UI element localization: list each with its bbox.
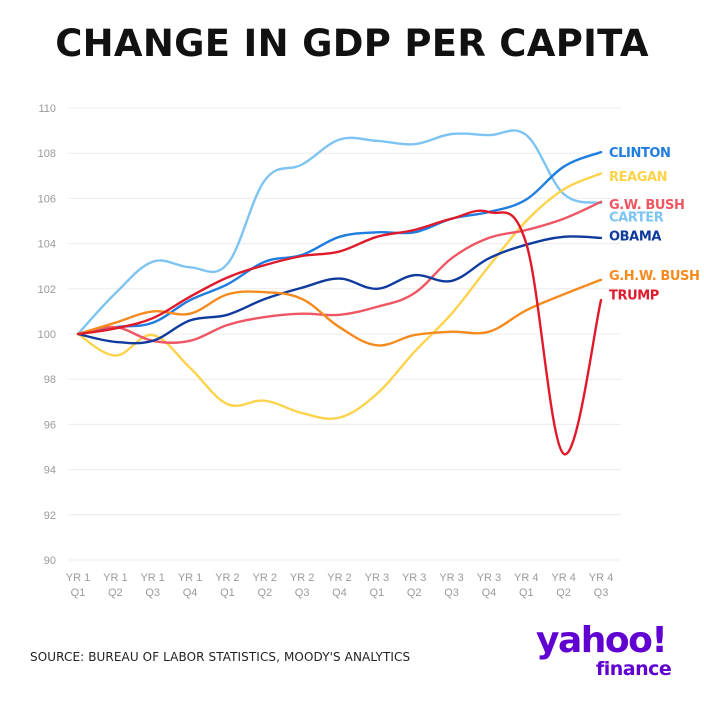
series-label-trump: TRUMP xyxy=(609,288,659,303)
x-tick-label: YR 4 Q2 xyxy=(551,572,575,599)
x-tick-label: YR 4 Q3 xyxy=(589,572,613,599)
series-label-reagan: REAGAN xyxy=(609,170,667,185)
series-label-g-w-bush: G.W. BUSH xyxy=(609,198,684,213)
x-tick-label: YR 2 Q2 xyxy=(253,572,277,599)
x-tick-label: YR 4 Q1 xyxy=(514,572,538,599)
y-tick-label: 90 xyxy=(44,555,56,567)
series-line-carter xyxy=(76,129,603,336)
x-tick-label: YR 3 Q1 xyxy=(365,572,389,599)
x-tick-label: YR 1 Q4 xyxy=(178,572,202,599)
logo-subtext: finance xyxy=(596,658,672,680)
x-tick-label: YR 3 Q4 xyxy=(477,572,501,599)
y-tick-label: 110 xyxy=(38,103,56,115)
y-tick-label: 94 xyxy=(44,465,56,477)
y-tick-label: 92 xyxy=(44,510,56,522)
x-tick-label: YR 2 Q3 xyxy=(290,572,314,599)
y-tick-label: 102 xyxy=(38,284,56,296)
series-line-clinton xyxy=(76,150,603,336)
series-label-g-h-w-bush: G.H.W. BUSH xyxy=(609,269,699,284)
y-tick-label: 98 xyxy=(44,374,56,386)
y-tick-label: 106 xyxy=(38,193,56,205)
x-tick-label: YR 1 Q3 xyxy=(140,572,164,599)
series-line-trump xyxy=(76,209,603,456)
series-line-g-w-bush xyxy=(76,200,603,344)
series-label-clinton: CLINTON xyxy=(609,146,671,161)
x-tick-label: YR 2 Q1 xyxy=(215,572,239,599)
series-label-carter: CARTER xyxy=(609,210,664,225)
y-tick-label: 100 xyxy=(38,329,56,341)
x-tick-label: YR 1 Q2 xyxy=(103,572,127,599)
series-line-reagan xyxy=(76,172,603,421)
y-tick-label: 108 xyxy=(38,148,56,160)
x-tick-label: YR 3 Q3 xyxy=(439,572,463,599)
x-tick-label: YR 2 Q4 xyxy=(327,572,351,599)
series-label-obama: OBAMA xyxy=(609,230,661,245)
x-tick-label: YR 1 Q1 xyxy=(66,572,90,599)
y-tick-label: 104 xyxy=(38,239,56,251)
yahoo-finance-logo: yahoo! finance xyxy=(536,620,686,684)
logo-wordmark: yahoo! xyxy=(536,620,668,661)
y-tick-label: 96 xyxy=(44,419,56,431)
chart-title: CHANGE IN GDP PER CAPITA xyxy=(55,22,649,65)
source-note: SOURCE: BUREAU OF LABOR STATISTICS, MOOD… xyxy=(30,650,411,664)
series-line-obama xyxy=(76,235,603,345)
x-tick-label: YR 3 Q2 xyxy=(402,572,426,599)
